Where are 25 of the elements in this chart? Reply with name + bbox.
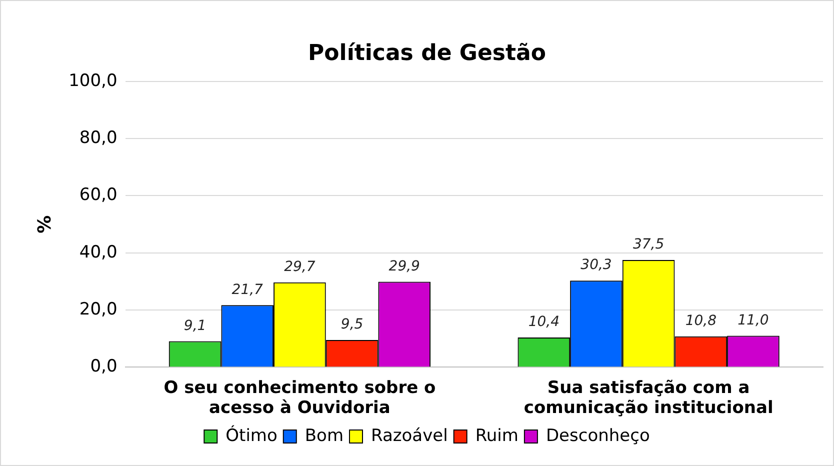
y-tick-label: 100,0 — [68, 70, 118, 91]
data-label: 9,1 — [184, 318, 206, 334]
data-label: 11,0 — [738, 312, 769, 328]
data-label: 29,9 — [388, 258, 420, 274]
y-axis-title: % — [34, 215, 56, 234]
data-label: 29,7 — [284, 258, 316, 275]
legend-label: Ruim — [475, 426, 518, 446]
legend-label: Ótimo — [226, 424, 278, 446]
x-tick-label: Sua satisfação com a comunicação institucional — [524, 378, 774, 418]
data-label: 30,3 — [580, 257, 612, 274]
chart-title: Políticas de Gestão — [308, 40, 546, 66]
legend-label: Desconheço — [546, 426, 650, 446]
y-tick-label: 0,0 — [90, 356, 118, 377]
y-tick-label: 40,0 — [79, 242, 118, 262]
data-label: 37,5 — [632, 236, 664, 253]
legend-label: Bom — [304, 426, 344, 446]
data-label: 21,7 — [232, 282, 264, 298]
x-tick-label: O seu conhecimento sobre o acesso à Ouvidoria — [164, 378, 436, 418]
y-tick-label: 20,0 — [79, 299, 118, 320]
y-tick-label: 80,0 — [79, 128, 118, 148]
y-tick-label: 60,0 — [79, 185, 118, 206]
data-label: 9,5 — [340, 316, 364, 333]
data-label: 10,8 — [685, 312, 717, 329]
data-label: 10,4 — [528, 314, 560, 330]
legend-label: Razoável — [371, 426, 448, 446]
